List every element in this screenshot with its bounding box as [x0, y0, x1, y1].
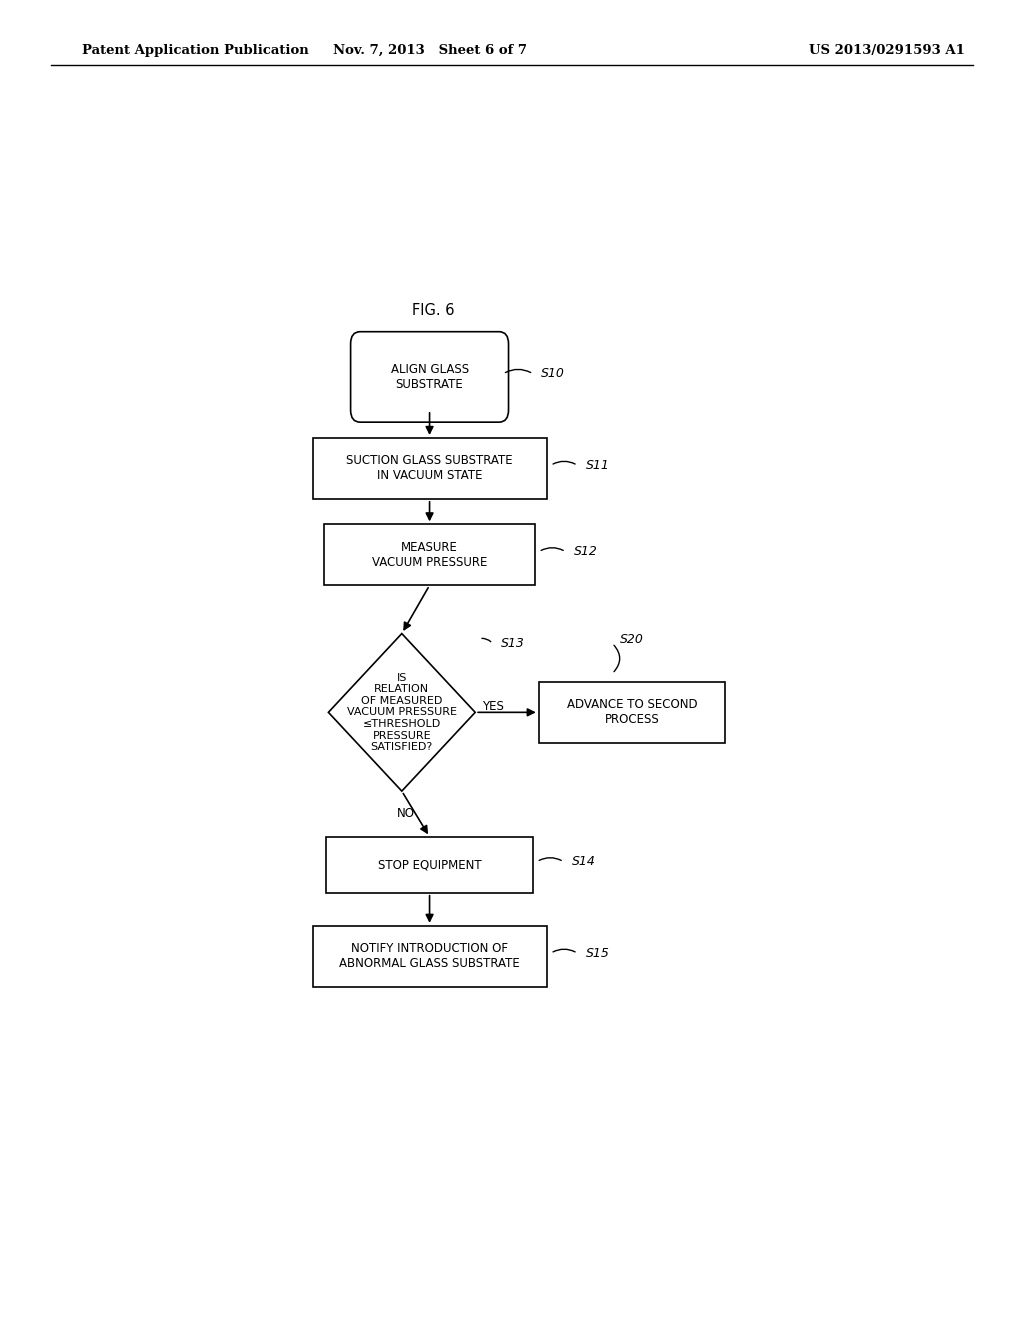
Text: S14: S14 [571, 855, 596, 869]
FancyBboxPatch shape [350, 331, 509, 422]
Text: S20: S20 [620, 632, 644, 645]
Text: YES: YES [481, 700, 504, 713]
Text: Patent Application Publication: Patent Application Publication [82, 44, 308, 57]
Text: S10: S10 [541, 367, 565, 380]
Text: SUCTION GLASS SUBSTRATE
IN VACUUM STATE: SUCTION GLASS SUBSTRATE IN VACUUM STATE [346, 454, 513, 482]
Text: US 2013/0291593 A1: US 2013/0291593 A1 [809, 44, 965, 57]
Text: IS
RELATION
OF MEASURED
VACUUM PRESSURE
≤THRESHOLD
PRESSURE
SATISFIED?: IS RELATION OF MEASURED VACUUM PRESSURE … [347, 672, 457, 752]
Text: Nov. 7, 2013   Sheet 6 of 7: Nov. 7, 2013 Sheet 6 of 7 [333, 44, 527, 57]
Bar [312, 925, 547, 987]
Bar [325, 524, 535, 585]
Bar [539, 682, 725, 743]
Text: S13: S13 [501, 638, 524, 651]
Text: FIG. 6: FIG. 6 [413, 304, 455, 318]
Text: STOP EQUIPMENT: STOP EQUIPMENT [378, 858, 481, 871]
Text: S15: S15 [586, 946, 609, 960]
Text: MEASURE
VACUUM PRESSURE: MEASURE VACUUM PRESSURE [372, 541, 487, 569]
Bar [327, 837, 532, 892]
Text: ADVANCE TO SECOND
PROCESS: ADVANCE TO SECOND PROCESS [566, 698, 697, 726]
Bar [312, 438, 547, 499]
Text: ALIGN GLASS
SUBSTRATE: ALIGN GLASS SUBSTRATE [390, 363, 469, 391]
Text: S12: S12 [573, 545, 597, 558]
Text: NOTIFY INTRODUCTION OF
ABNORMAL GLASS SUBSTRATE: NOTIFY INTRODUCTION OF ABNORMAL GLASS SU… [339, 942, 520, 970]
Polygon shape [329, 634, 475, 791]
Text: NO: NO [396, 807, 415, 820]
Text: S11: S11 [586, 459, 609, 471]
